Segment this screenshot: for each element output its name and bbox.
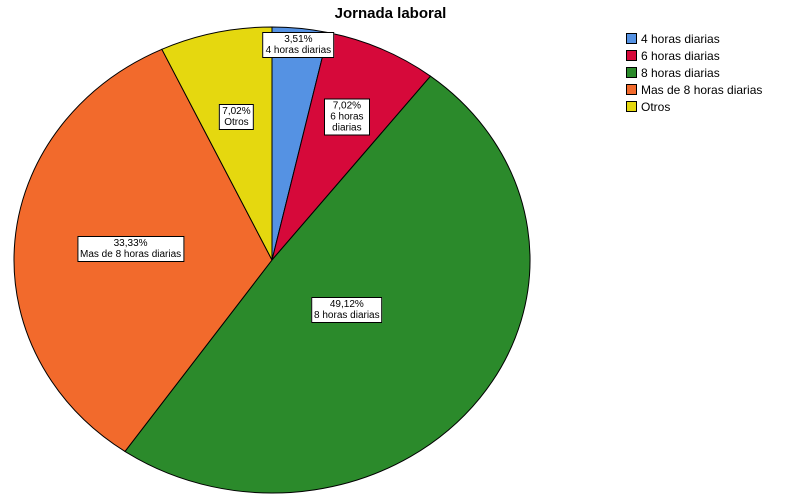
legend-item: Otros <box>626 98 762 115</box>
slice-category-label: 6 horas diarias <box>330 111 364 134</box>
legend-item: 4 horas diarias <box>626 30 762 47</box>
legend-swatch <box>626 33 637 44</box>
pie-slice-3 <box>124 75 531 494</box>
legend-swatch <box>626 67 637 78</box>
slice-value-label: 33,33% <box>113 238 148 250</box>
slice-category-label: 8 horas diarias <box>314 309 380 321</box>
slice-value-label: 3,51% <box>284 33 313 45</box>
legend-label: 6 horas diarias <box>641 48 720 63</box>
legend-label: Mas de 8 horas diarias <box>641 82 763 97</box>
legend-item: Mas de 8 horas diarias <box>626 81 762 98</box>
legend-label: 8 horas diarias <box>641 65 720 80</box>
chart-title: Jornada laboral <box>334 5 447 22</box>
pie-slice-5 <box>161 26 273 261</box>
legend-item: 8 horas diarias <box>626 64 762 81</box>
slice-label-3: 49,12% 8 horas diarias <box>311 296 383 323</box>
slice-label-2: 7,02% 6 horas diarias <box>323 98 370 136</box>
slice-label-4: 33,33% Mas de 8 horas diarias <box>76 236 185 263</box>
legend-label: Otros <box>641 99 671 114</box>
slice-category-label: Otros <box>224 116 249 128</box>
legend-swatch <box>626 101 637 112</box>
legend-label: 4 horas diarias <box>641 31 720 46</box>
slice-label-5: 7,02% Otros <box>219 103 254 130</box>
legend-swatch <box>626 50 637 61</box>
slice-category-label: Mas de 8 horas diarias <box>79 249 182 261</box>
slice-value-label: 49,12% <box>329 298 364 310</box>
legend: 4 horas diarias 6 horas diarias 8 horas di… <box>626 30 762 115</box>
legend-item: 6 horas diarias <box>626 47 762 64</box>
legend-swatch <box>626 84 637 95</box>
slice-category-label: 4 horas diarias <box>265 44 332 56</box>
slice-value-label: 7,02% <box>222 105 251 117</box>
slice-label-1: 3,51% 4 horas diarias <box>262 31 335 58</box>
slice-value-label: 7,02% <box>332 100 362 112</box>
